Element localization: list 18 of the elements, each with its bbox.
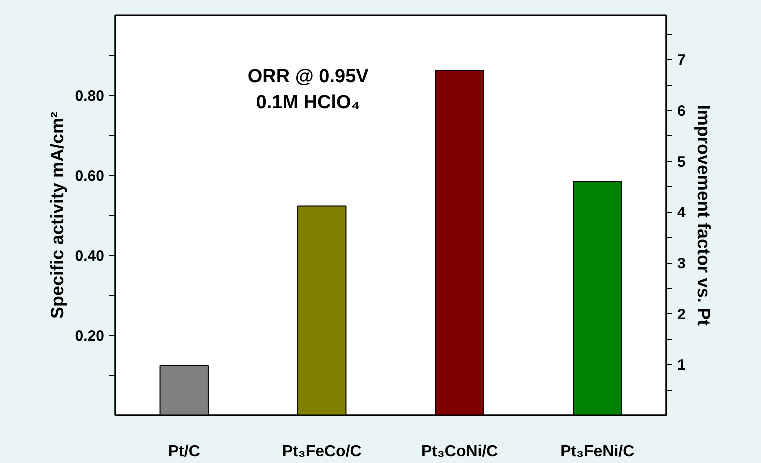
y2-tick-label: 4 <box>678 204 686 222</box>
y-axis-title: Specific activity mA/cm² <box>47 112 68 320</box>
x-tick-label: Pt/C <box>168 444 201 460</box>
y2-tick-label: 3 <box>678 256 686 273</box>
y-tick-label: 0.80 <box>75 88 105 105</box>
annotation: ORR @ 0.95V 0.1M HClO₄ <box>248 66 370 114</box>
y-tick-label: 0.20 <box>75 328 105 345</box>
y-tick-label: 0.40 <box>75 248 105 265</box>
x-tick-label: Pt₃FeCo/C <box>282 444 362 460</box>
y2-tick-label: 5 <box>678 154 686 171</box>
x-tick-label: Pt₃CoNi/C <box>422 444 499 460</box>
y2-tick-label: 7 <box>678 52 686 70</box>
y2-axis-title: Improvement factor vs. Pt <box>694 104 714 326</box>
y-tick-label: 0.60 <box>75 168 105 185</box>
y2-tick-label: 1 <box>678 357 686 374</box>
x-tick-label: Pt₃FeNi/C <box>560 444 636 460</box>
y2-tick-label: 2 <box>678 306 686 324</box>
y2-tick-label: 6 <box>678 103 686 120</box>
